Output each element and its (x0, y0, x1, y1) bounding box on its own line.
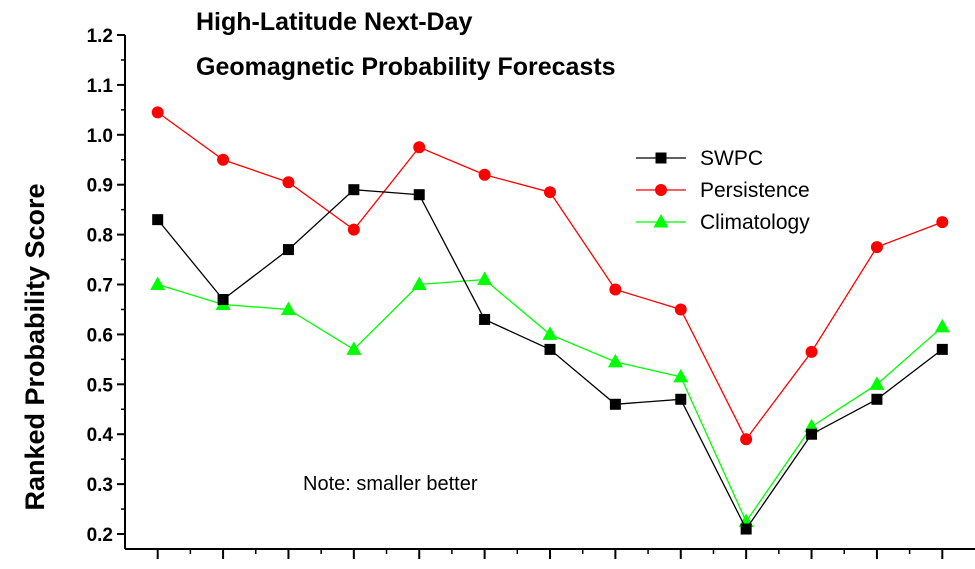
data-point-persistence (609, 283, 622, 296)
series-swpc (152, 184, 948, 535)
data-point-climatology (477, 271, 493, 286)
data-point-persistence (282, 176, 295, 189)
y-tick-label: 1.1 (87, 76, 114, 97)
y-tick-label: 0.4 (87, 425, 114, 446)
data-point-swpc (413, 189, 425, 201)
y-tick-label: 0.9 (87, 176, 113, 197)
data-point-persistence (870, 241, 883, 254)
legend-item-climatology: Climatology (636, 211, 810, 234)
y-axis-label: Ranked Probability Score (20, 183, 50, 510)
y-tick-label: 0.3 (87, 475, 113, 496)
data-point-persistence (347, 223, 360, 236)
x-ticks (156, 549, 944, 559)
data-point-swpc (609, 398, 621, 410)
data-point-climatology (673, 368, 689, 383)
y-ticks: 0.2 0.3 0.4 0.5 0.6 0.7 0.8 0.9 1.0 1.1 1.2 (87, 26, 125, 546)
data-point-swpc (152, 214, 164, 226)
legend-marker-climatology (653, 214, 669, 228)
series-line-persistence (157, 111, 943, 441)
data-point-climatology (607, 353, 623, 368)
data-point-climatology (411, 276, 427, 291)
series-layer (150, 106, 950, 535)
legend: SWPC Persistence Climatology (636, 147, 810, 234)
axes (124, 35, 975, 550)
y-tick-label: 0.8 (87, 226, 113, 247)
data-point-persistence (674, 303, 687, 316)
data-point-climatology (346, 341, 362, 355)
data-point-climatology (280, 301, 296, 315)
y-tick-label: 0.6 (87, 325, 113, 346)
data-point-persistence (217, 153, 230, 166)
data-point-swpc (871, 393, 883, 405)
series-line-climatology (157, 278, 943, 523)
data-point-swpc (675, 393, 687, 405)
y-tick-label: 0.5 (87, 375, 114, 396)
y-tick-label: 1.2 (87, 26, 113, 47)
legend-label-swpc: SWPC (700, 147, 763, 170)
data-point-climatology (150, 276, 166, 291)
data-point-persistence (936, 216, 949, 229)
data-point-climatology (542, 326, 558, 340)
chart-subtitle: Geomagnetic Probability Forecasts (196, 53, 616, 81)
legend-label-climatology: Climatology (700, 211, 810, 234)
chart-title: High-Latitude Next-Day (196, 8, 473, 36)
data-point-climatology (869, 376, 885, 390)
data-point-persistence (413, 141, 426, 154)
y-tick-label: 0.7 (87, 276, 113, 297)
note-annotation: Note: smaller better (303, 473, 478, 495)
series-climatology (150, 271, 950, 528)
legend-marker-swpc (655, 152, 667, 164)
legend-marker-persistence (655, 184, 667, 196)
data-point-persistence (544, 186, 556, 199)
data-point-swpc (217, 293, 229, 305)
series-line-swpc (157, 189, 943, 531)
legend-item-swpc: SWPC (636, 147, 763, 170)
legend-item-persistence: Persistence (636, 179, 810, 202)
data-point-swpc (936, 343, 948, 355)
legend-label-persistence: Persistence (700, 179, 810, 202)
data-point-persistence (805, 345, 818, 358)
data-point-persistence (151, 106, 164, 119)
series-persistence (151, 106, 949, 446)
y-tick-label: 1.0 (87, 126, 113, 147)
data-point-persistence (740, 433, 753, 446)
data-point-swpc (479, 313, 491, 325)
y-tick-label: 0.2 (87, 525, 113, 546)
data-point-swpc (348, 184, 360, 196)
data-point-swpc (806, 428, 818, 440)
data-point-swpc (740, 523, 752, 535)
data-point-climatology (934, 318, 950, 333)
data-point-persistence (478, 168, 491, 181)
data-point-swpc (282, 244, 294, 256)
data-point-swpc (544, 343, 556, 355)
